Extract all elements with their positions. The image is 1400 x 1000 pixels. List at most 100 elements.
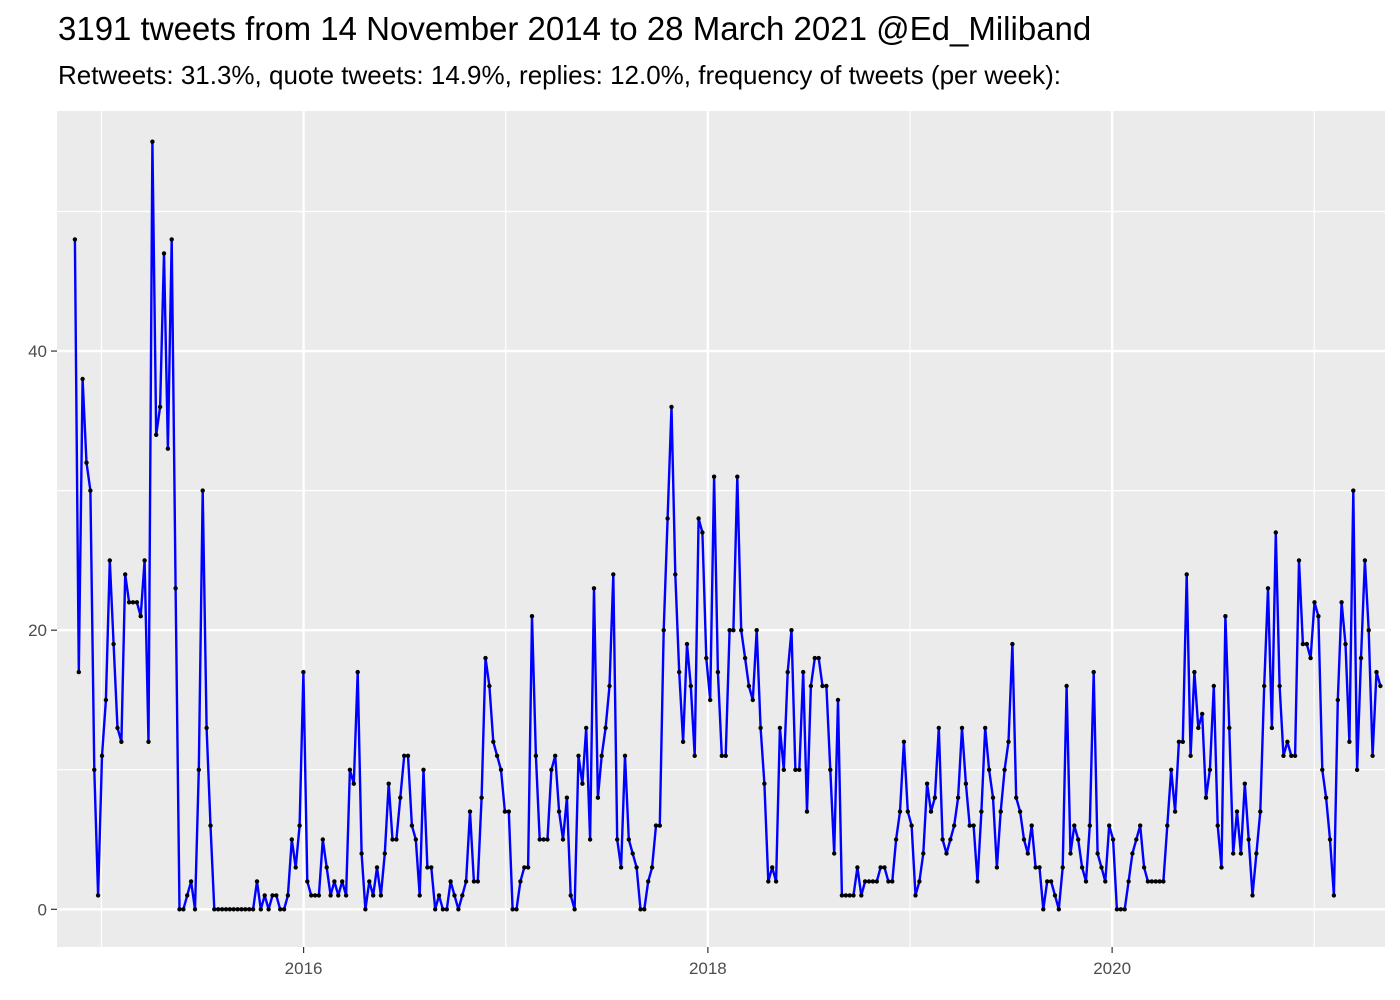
data-point bbox=[835, 697, 841, 703]
data-point bbox=[274, 893, 279, 898]
data-point bbox=[506, 809, 511, 814]
data-point bbox=[440, 907, 446, 912]
data-point bbox=[874, 879, 879, 884]
data-point bbox=[649, 865, 655, 870]
data-point bbox=[146, 739, 151, 744]
data-point bbox=[429, 865, 434, 870]
data-point bbox=[324, 865, 329, 870]
data-point bbox=[944, 851, 949, 856]
data-point bbox=[425, 865, 430, 870]
data-point bbox=[378, 893, 384, 898]
data-point bbox=[1343, 641, 1348, 647]
data-point bbox=[1072, 823, 1077, 828]
data-point bbox=[165, 446, 171, 451]
data-point bbox=[878, 865, 883, 870]
data-point bbox=[1196, 725, 1201, 731]
data-point bbox=[417, 893, 422, 898]
data-point bbox=[1184, 572, 1189, 577]
data-point bbox=[1134, 837, 1139, 842]
data-point bbox=[797, 767, 802, 772]
data-point bbox=[785, 669, 790, 675]
data-point bbox=[1145, 879, 1151, 884]
data-point bbox=[1076, 837, 1081, 842]
data-point bbox=[1037, 865, 1042, 870]
data-point bbox=[216, 907, 221, 912]
data-point bbox=[994, 865, 1000, 870]
data-point bbox=[456, 907, 461, 912]
data-point bbox=[773, 879, 779, 884]
data-point bbox=[154, 432, 159, 437]
data-point bbox=[723, 753, 728, 758]
data-point bbox=[522, 865, 527, 870]
data-point bbox=[986, 767, 992, 772]
data-point bbox=[1041, 907, 1046, 912]
data-point bbox=[1223, 614, 1228, 619]
data-point bbox=[859, 893, 864, 898]
data-point bbox=[107, 558, 113, 563]
data-point bbox=[1033, 865, 1038, 870]
data-point bbox=[808, 683, 814, 689]
data-point bbox=[1292, 753, 1298, 758]
data-point bbox=[1165, 823, 1170, 828]
data-point bbox=[688, 683, 693, 689]
data-point bbox=[549, 767, 554, 772]
data-point bbox=[208, 823, 213, 828]
data-point bbox=[936, 725, 941, 731]
data-point bbox=[1335, 697, 1341, 703]
data-point bbox=[754, 628, 759, 633]
data-point bbox=[580, 781, 585, 786]
data-point bbox=[905, 809, 910, 814]
data-point bbox=[363, 907, 368, 912]
data-point bbox=[92, 767, 97, 772]
data-point bbox=[855, 865, 860, 870]
data-point bbox=[917, 879, 922, 884]
data-point bbox=[553, 753, 558, 758]
data-point bbox=[258, 907, 263, 912]
data-point bbox=[890, 879, 895, 884]
data-point bbox=[576, 753, 581, 758]
data-point bbox=[1083, 879, 1089, 884]
data-point bbox=[518, 879, 523, 884]
data-point bbox=[192, 907, 198, 912]
data-point bbox=[696, 516, 701, 521]
data-point bbox=[223, 907, 229, 912]
data-point bbox=[305, 879, 310, 884]
data-point bbox=[630, 851, 635, 856]
data-point bbox=[1374, 669, 1379, 675]
data-point bbox=[839, 893, 845, 898]
data-point bbox=[1114, 907, 1120, 912]
data-point bbox=[762, 781, 767, 786]
data-point bbox=[909, 823, 914, 828]
data-point bbox=[309, 893, 314, 898]
data-point bbox=[1231, 851, 1236, 856]
data-point bbox=[1320, 767, 1325, 772]
data-point bbox=[1010, 641, 1015, 647]
data-point bbox=[735, 474, 740, 479]
data-point bbox=[990, 795, 996, 800]
data-point bbox=[607, 683, 612, 689]
data-point bbox=[975, 879, 980, 884]
data-point bbox=[266, 907, 271, 912]
data-point bbox=[336, 893, 341, 898]
data-point bbox=[952, 823, 957, 828]
data-point bbox=[700, 530, 705, 535]
data-point bbox=[932, 795, 938, 800]
data-point bbox=[525, 865, 531, 870]
data-point bbox=[1118, 907, 1124, 912]
data-point bbox=[1269, 725, 1275, 731]
data-point bbox=[247, 907, 252, 912]
data-point bbox=[498, 767, 504, 772]
y-tick-label: 0 bbox=[38, 900, 47, 919]
data-point bbox=[1238, 851, 1244, 856]
data-point bbox=[1103, 879, 1108, 884]
data-point bbox=[212, 907, 217, 912]
data-point bbox=[84, 460, 89, 465]
data-point bbox=[739, 628, 744, 633]
data-point bbox=[72, 237, 78, 242]
data-point bbox=[281, 907, 287, 912]
data-point bbox=[1172, 809, 1178, 814]
data-point bbox=[1289, 753, 1294, 758]
data-point bbox=[382, 851, 387, 856]
data-point bbox=[1304, 641, 1310, 647]
